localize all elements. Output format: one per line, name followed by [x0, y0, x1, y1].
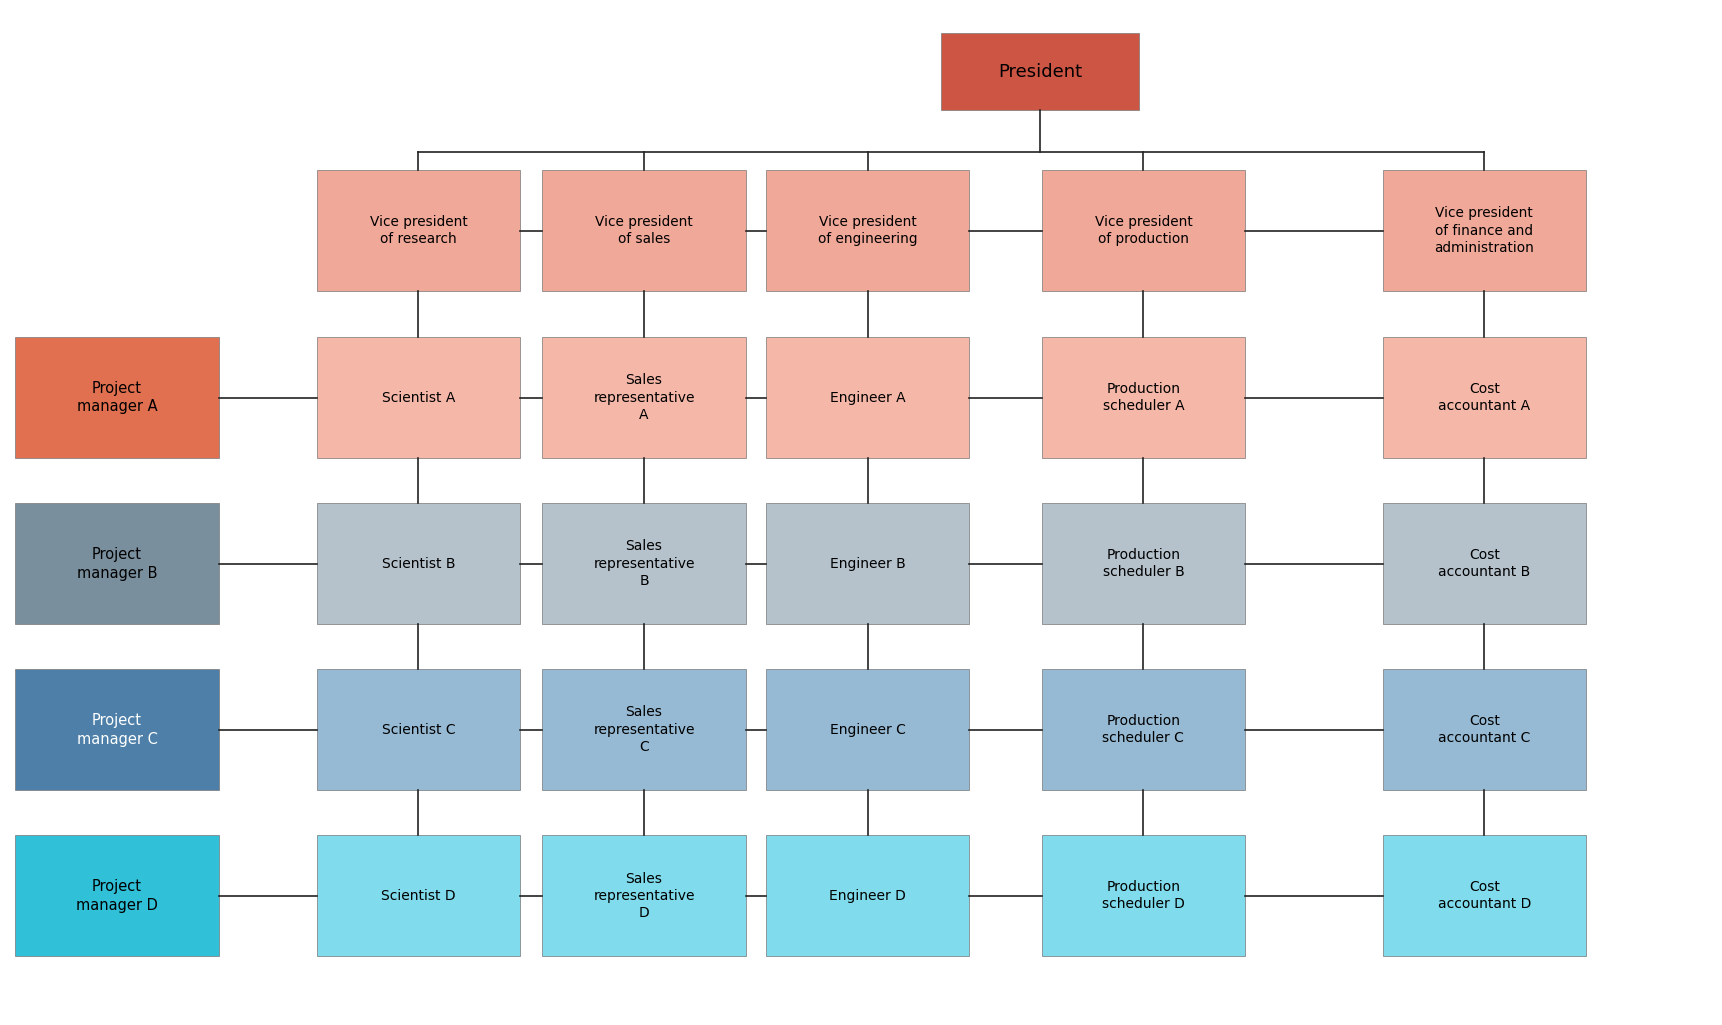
Text: Cost
accountant D: Cost accountant D — [1438, 880, 1531, 911]
FancyBboxPatch shape — [1042, 835, 1245, 956]
Text: Scientist B: Scientist B — [382, 557, 455, 571]
Text: Engineer C: Engineer C — [830, 723, 906, 737]
Text: Vice president
of engineering: Vice president of engineering — [818, 215, 918, 246]
FancyBboxPatch shape — [317, 337, 520, 458]
Text: Scientist A: Scientist A — [382, 391, 455, 405]
FancyBboxPatch shape — [1383, 669, 1586, 790]
Text: Project
manager D: Project manager D — [76, 879, 158, 912]
FancyBboxPatch shape — [1383, 503, 1586, 624]
Text: Sales
representative
D: Sales representative D — [594, 871, 694, 920]
Text: Vice president
of sales: Vice president of sales — [596, 215, 692, 246]
Text: Production
scheduler D: Production scheduler D — [1102, 880, 1185, 911]
FancyBboxPatch shape — [15, 669, 219, 790]
Text: Production
scheduler C: Production scheduler C — [1102, 714, 1185, 745]
FancyBboxPatch shape — [317, 835, 520, 956]
FancyBboxPatch shape — [1383, 337, 1586, 458]
FancyBboxPatch shape — [317, 503, 520, 624]
FancyBboxPatch shape — [15, 337, 219, 458]
Text: Production
scheduler B: Production scheduler B — [1102, 548, 1185, 579]
FancyBboxPatch shape — [542, 669, 746, 790]
Text: Sales
representative
A: Sales representative A — [594, 373, 694, 422]
Text: Vice president
of finance and
administration: Vice president of finance and administra… — [1434, 206, 1534, 255]
Text: Sales
representative
C: Sales representative C — [594, 705, 694, 754]
Text: Engineer A: Engineer A — [830, 391, 906, 405]
FancyBboxPatch shape — [766, 337, 969, 458]
FancyBboxPatch shape — [1042, 503, 1245, 624]
Text: Project
manager C: Project manager C — [77, 713, 157, 746]
FancyBboxPatch shape — [766, 170, 969, 291]
FancyBboxPatch shape — [1383, 835, 1586, 956]
Text: Sales
representative
B: Sales representative B — [594, 539, 694, 588]
FancyBboxPatch shape — [542, 503, 746, 624]
Text: Project
manager A: Project manager A — [77, 381, 157, 414]
FancyBboxPatch shape — [15, 503, 219, 624]
Text: Project
manager B: Project manager B — [77, 547, 157, 580]
FancyBboxPatch shape — [542, 337, 746, 458]
Text: Cost
accountant B: Cost accountant B — [1438, 548, 1531, 579]
Text: Vice president
of research: Vice president of research — [370, 215, 467, 246]
Text: Engineer B: Engineer B — [830, 557, 906, 571]
Text: President: President — [999, 63, 1081, 81]
FancyBboxPatch shape — [317, 170, 520, 291]
FancyBboxPatch shape — [317, 669, 520, 790]
FancyBboxPatch shape — [1042, 170, 1245, 291]
FancyBboxPatch shape — [766, 835, 969, 956]
FancyBboxPatch shape — [1042, 669, 1245, 790]
FancyBboxPatch shape — [940, 33, 1140, 110]
FancyBboxPatch shape — [542, 170, 746, 291]
Text: Cost
accountant A: Cost accountant A — [1438, 382, 1531, 413]
Text: Engineer D: Engineer D — [830, 889, 906, 903]
Text: Scientist C: Scientist C — [382, 723, 455, 737]
Text: Production
scheduler A: Production scheduler A — [1102, 382, 1185, 413]
FancyBboxPatch shape — [542, 835, 746, 956]
FancyBboxPatch shape — [15, 835, 219, 956]
FancyBboxPatch shape — [766, 669, 969, 790]
FancyBboxPatch shape — [1383, 170, 1586, 291]
FancyBboxPatch shape — [766, 503, 969, 624]
Text: Scientist D: Scientist D — [381, 889, 456, 903]
FancyBboxPatch shape — [1042, 337, 1245, 458]
Text: Cost
accountant C: Cost accountant C — [1438, 714, 1531, 745]
Text: Vice president
of production: Vice president of production — [1095, 215, 1192, 246]
